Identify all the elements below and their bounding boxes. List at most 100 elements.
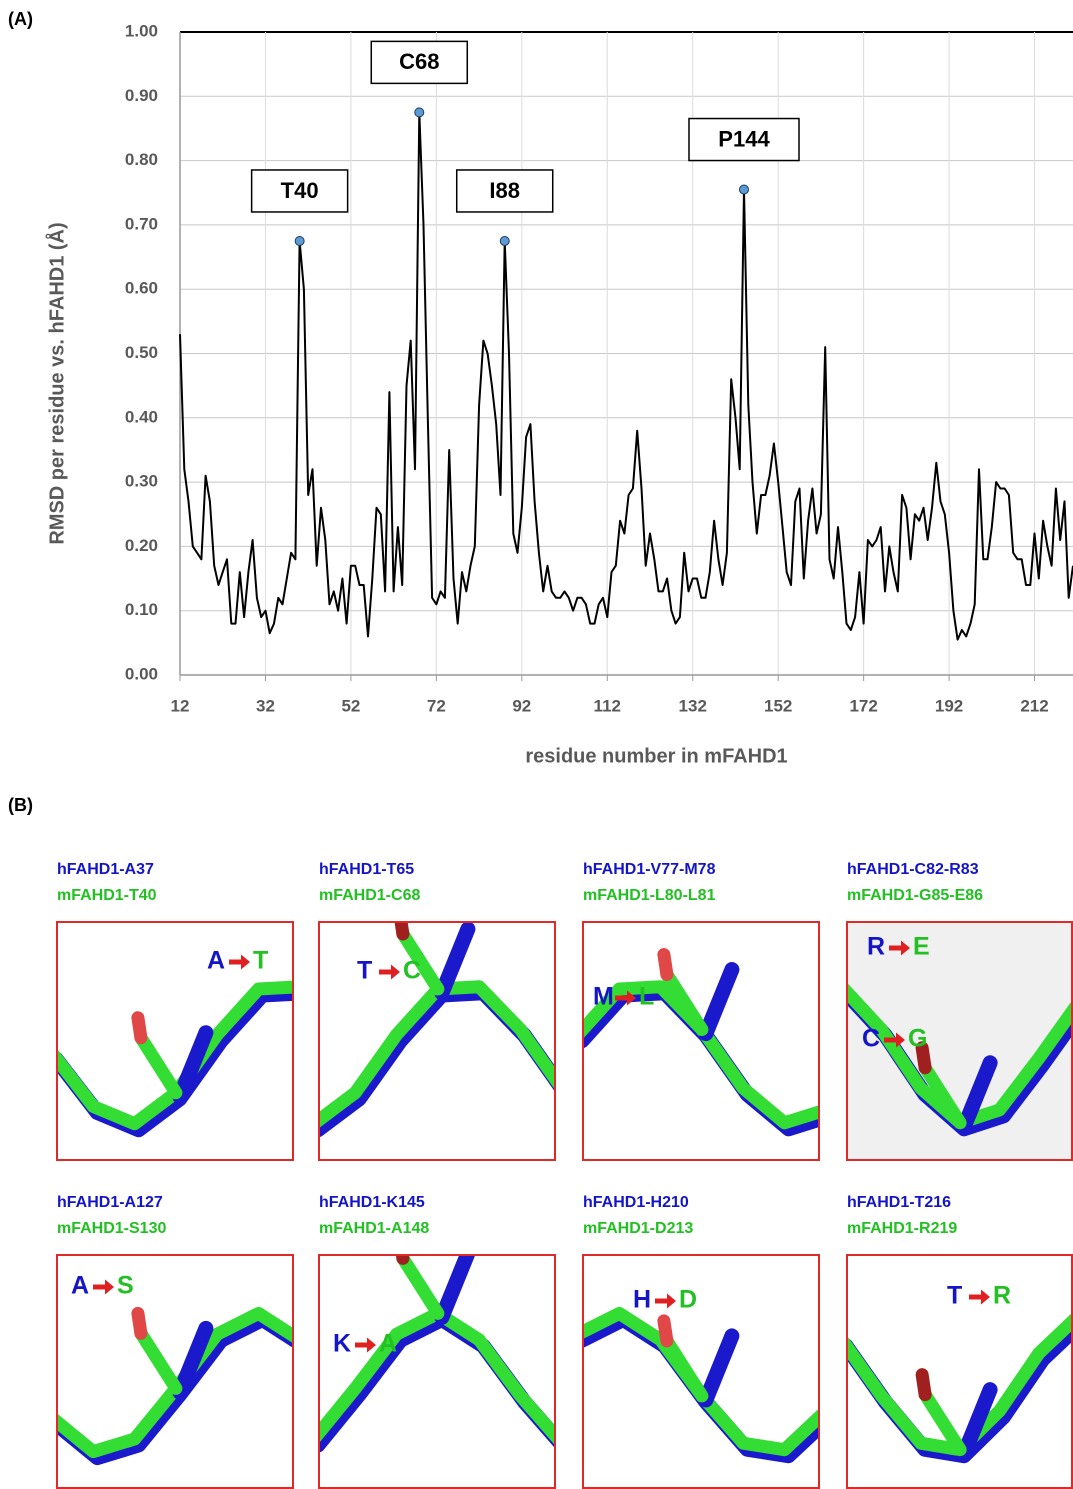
side-chain-mouse — [660, 1334, 709, 1403]
x-tick-label: 72 — [427, 696, 446, 715]
structure-view — [57, 922, 293, 1160]
mutation-from: T — [947, 1282, 962, 1310]
mutation-arrow — [615, 990, 636, 1006]
structure-view — [57, 1255, 293, 1488]
mutation-to: A — [379, 1330, 397, 1358]
human-residue-label: hFAHD1-C82-R83 — [847, 861, 979, 878]
mutation-from: H — [633, 1286, 651, 1314]
y-tick-label: 0.90 — [125, 86, 158, 105]
annotation-box — [688, 117, 800, 162]
oxygen-atom — [131, 1306, 148, 1340]
annotation-label: T40 — [281, 178, 319, 203]
mouse-residue-label: mFAHD1-R219 — [847, 1220, 957, 1237]
mutation-arrow — [355, 1337, 376, 1353]
mutation-arrow — [889, 940, 910, 956]
oxygen-atom — [394, 922, 410, 941]
mutation-from: K — [333, 1330, 351, 1358]
side-chain-mouse — [134, 1326, 183, 1395]
mouse-residue-label: mFAHD1-A148 — [319, 1220, 429, 1237]
view-frame — [318, 921, 556, 1161]
human-residue-label: hFAHD1-A37 — [57, 861, 154, 878]
mutation-from: M — [593, 983, 614, 1011]
annotation-box — [250, 169, 349, 213]
mutation-to: T — [253, 947, 268, 975]
x-tick-label: 32 — [256, 696, 275, 715]
mutation-arrow — [884, 1032, 905, 1048]
side-chain-human — [172, 1320, 214, 1400]
y-tick-label: 0.40 — [125, 407, 158, 426]
panel-label: (B) — [8, 795, 33, 815]
side-chain-mouse — [396, 927, 445, 996]
mutation-from: A — [71, 1272, 89, 1300]
y-tick-label: 0.00 — [125, 664, 158, 683]
mouse-residue-label: mFAHD1-T40 — [57, 887, 157, 904]
side-chain-mouse — [660, 968, 709, 1037]
mouse-residue-label: mFAHD1-G85-E86 — [847, 887, 983, 904]
side-chain-human — [956, 1382, 998, 1462]
y-tick-label: 0.60 — [125, 279, 158, 298]
y-tick-label: 0.30 — [125, 472, 158, 491]
x-tick-label: 212 — [1020, 696, 1048, 715]
annotation-label: C68 — [399, 49, 439, 74]
view-frame — [846, 921, 1073, 1161]
human-residue-label: hFAHD1-V77-M78 — [583, 861, 716, 878]
x-tick-label: 92 — [512, 696, 531, 715]
human-residue-label: hFAHD1-H210 — [583, 1194, 689, 1211]
view-bg — [319, 1255, 555, 1488]
x-tick-label: 112 — [594, 696, 621, 715]
human-residue-label: hFAHD1-A127 — [57, 1194, 163, 1211]
view-bg — [57, 922, 293, 1160]
mutation-from: A — [207, 947, 225, 975]
structure-view — [583, 1255, 819, 1488]
mutation-from: T — [357, 957, 372, 985]
x-tick-label: 152 — [764, 696, 792, 715]
oxygen-atom — [131, 1011, 148, 1045]
y-tick-label: 0.70 — [125, 214, 158, 233]
mutation-to: E — [913, 933, 930, 961]
mutation-arrow — [969, 1289, 990, 1305]
y-axis-title: RMSD per residue vs. hFAHD1 (Å) — [44, 222, 68, 544]
side-chain-mouse — [396, 1255, 445, 1320]
y-tick-label: 0.20 — [125, 536, 158, 555]
annotation-box — [455, 169, 554, 213]
mouse-residue-label: mFAHD1-D213 — [583, 1220, 693, 1237]
side-chain-human — [698, 1328, 740, 1408]
data-line — [179, 111, 1073, 641]
mutation-to: R — [993, 1282, 1011, 1310]
mutation-from: C — [862, 1025, 880, 1053]
peak-marker — [499, 235, 510, 246]
human-residue-label: hFAHD1-T216 — [847, 1194, 951, 1211]
side-chain-human — [956, 1055, 998, 1135]
mouse-residue-label: mFAHD1-S130 — [57, 1220, 166, 1237]
peak-marker — [294, 235, 305, 246]
mutation-to: D — [679, 1286, 697, 1314]
x-tick-label: 52 — [341, 696, 360, 715]
side-chain-human — [172, 1025, 214, 1105]
x-axis-title: residue number in mFAHD1 — [525, 745, 787, 767]
view-frame — [56, 1254, 294, 1489]
mutation-from: R — [867, 933, 885, 961]
x-tick-label: 12 — [171, 696, 190, 715]
side-chain-mouse — [918, 1061, 967, 1130]
side-chain-human — [698, 962, 740, 1042]
human-residue-label: hFAHD1-K145 — [319, 1194, 425, 1211]
oxygen-atom — [657, 948, 674, 982]
mutation-to: L — [639, 983, 654, 1011]
mutation-to: G — [908, 1025, 927, 1053]
y-tick-label: 0.10 — [125, 600, 158, 619]
mouse-residue-label: mFAHD1-L80-L81 — [583, 887, 716, 904]
mutation-arrow — [655, 1293, 676, 1309]
structure-view — [319, 922, 555, 1160]
y-tick-label: 1.00 — [125, 21, 158, 40]
side-chain-human — [434, 1255, 476, 1325]
mouse-residue-label: mFAHD1-C68 — [319, 887, 420, 904]
panel-label: (A) — [8, 9, 33, 29]
structure-view — [583, 922, 819, 1160]
side-chain-mouse — [918, 1388, 967, 1457]
structure-view — [319, 1255, 555, 1488]
human-residue-label: hFAHD1-T65 — [319, 861, 414, 878]
mutation-arrow — [379, 964, 400, 980]
side-chain-human — [434, 922, 476, 1001]
x-tick-label: 192 — [935, 696, 963, 715]
y-tick-label: 0.50 — [125, 343, 158, 362]
